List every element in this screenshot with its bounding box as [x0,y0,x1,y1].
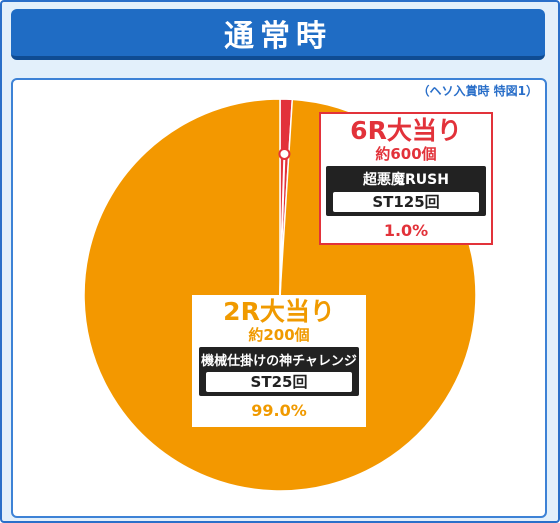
slice-label-6r-title: 6R大当り [350,116,462,145]
leader-line [279,153,286,296]
slice-label-2r-percent: 99.0% [251,401,307,420]
leader-dot [278,147,291,160]
slice-label-2r-payout: 約200個 [248,326,310,344]
slice-label-6r-payout: 約600個 [375,145,437,163]
page-title: 通常時 [11,9,545,60]
slice-label-6r: 6R大当り 約600個 超悪魔RUSH ST125回 1.0% [319,112,493,245]
slice-label-2r-mode: 機械仕掛けの神チャレンジ [201,354,357,369]
slice-label-2r: 2R大当り 約200個 機械仕掛けの神チャレンジ ST25回 99.0% [192,295,366,427]
slice-label-6r-mode: 超悪魔RUSH [363,172,449,188]
slice-label-6r-mode-box: 超悪魔RUSH ST125回 [326,166,486,216]
chart-note: （ヘソ入賞時 特図1） [417,84,538,98]
slice-label-6r-st: ST125回 [333,192,479,212]
slice-label-2r-st: ST25回 [206,372,352,392]
slice-label-6r-percent: 1.0% [383,221,429,240]
slice-label-2r-title: 2R大当り [223,297,335,326]
slice-label-2r-mode-box: 機械仕掛けの神チャレンジ ST25回 [199,347,359,396]
